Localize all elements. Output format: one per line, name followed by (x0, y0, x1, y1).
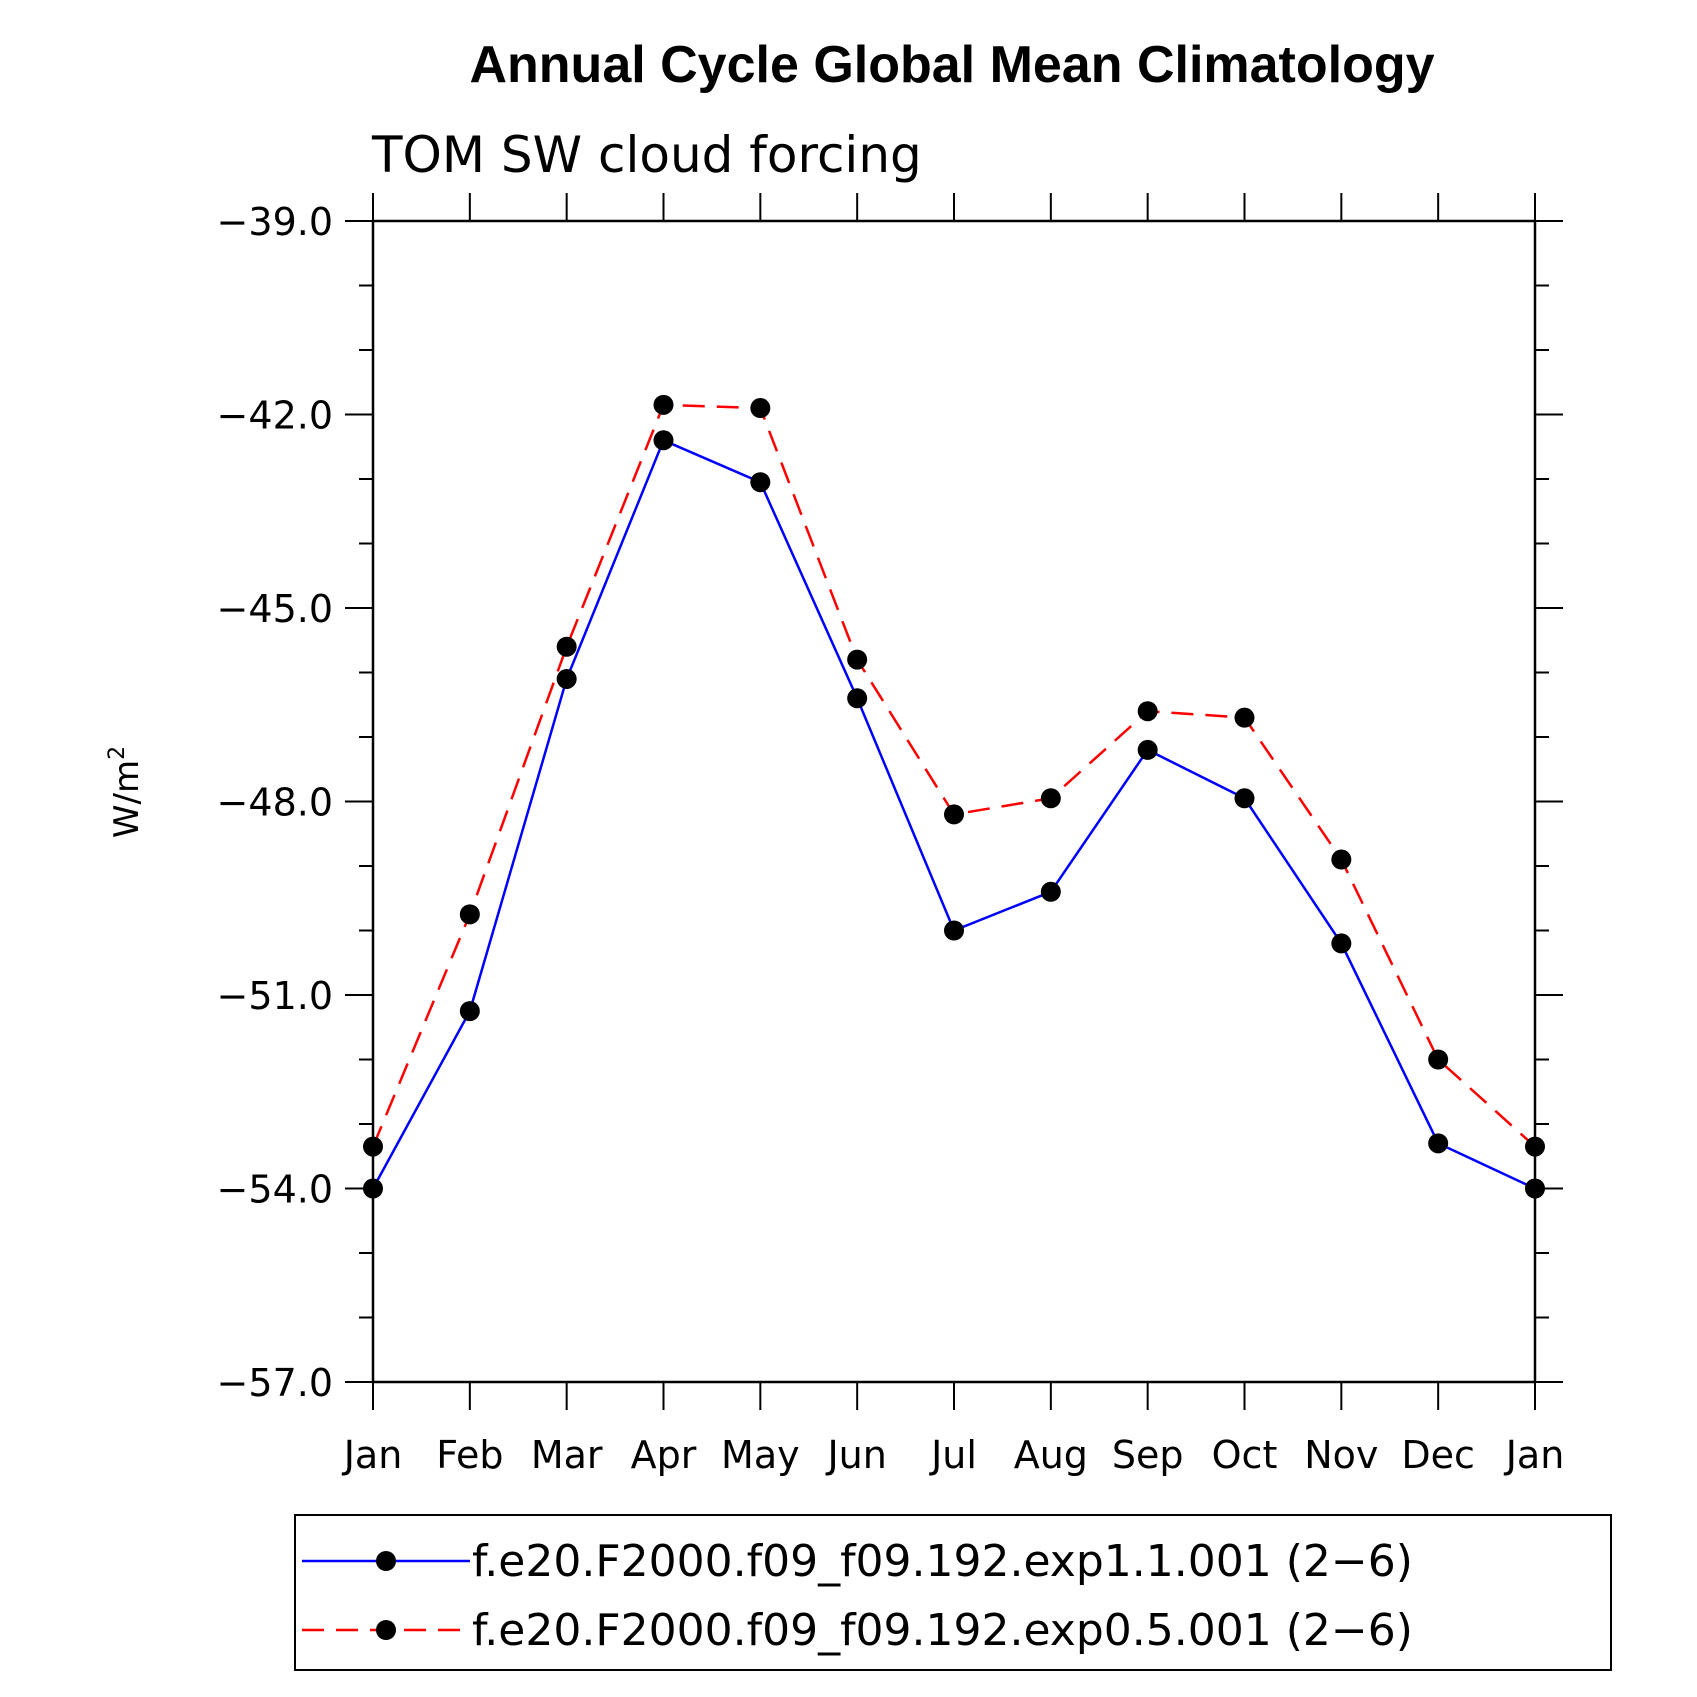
x-tick-label: Oct (1212, 1433, 1278, 1477)
series-2-point (847, 649, 868, 670)
y-tick-label: −39.0 (217, 200, 333, 244)
series-1-point (1137, 739, 1158, 760)
x-tick-label: Jul (929, 1433, 977, 1477)
x-tick-label: Jun (825, 1433, 886, 1477)
series-2-point (1525, 1136, 1545, 1157)
series-1-point (556, 668, 577, 689)
y-tick-label: −51.0 (217, 974, 333, 1018)
series-2-point (1331, 849, 1352, 870)
series-1-point (1234, 788, 1255, 809)
y-axis-label-base: W/m (107, 760, 147, 838)
y-tick-label: −42.0 (217, 394, 333, 438)
series-1-point (1040, 881, 1061, 902)
series-2-point (556, 636, 577, 657)
series-1-point (1331, 933, 1352, 954)
y-axis-label: W/m2 (105, 746, 147, 838)
x-tick-label: Jan (1504, 1433, 1565, 1477)
x-tick-label: Sep (1112, 1433, 1184, 1477)
y-axis-label-superscript: 2 (105, 746, 130, 760)
legend-marker-series-2 (376, 1620, 396, 1640)
y-tick-labels: −39.0 −42.0 −45.0 −48.0 −51.0 −54.0 −57.0 (217, 200, 333, 1405)
series-2-point (363, 1136, 383, 1157)
chart-title: Annual Cycle Global Mean Climatology (469, 36, 1434, 94)
x-tick-label: Aug (1014, 1433, 1088, 1477)
series-2-point (1234, 707, 1255, 728)
x-tick-label: Mar (531, 1433, 603, 1477)
plot-frame (371, 219, 1537, 1384)
series-2-point (653, 394, 674, 415)
series-2-point (944, 804, 964, 825)
y-tick-label: −54.0 (217, 1168, 333, 1212)
series-2-point (459, 904, 480, 925)
x-tick-labels: Jan Feb Mar Apr May Jun Jul Aug Sep Oct Nov Dec Jan (342, 1433, 1565, 1477)
series-line-2 (371, 403, 1536, 1148)
series-1-point (459, 1001, 480, 1022)
legend-box (294, 1514, 1612, 1671)
y-tick-label: −48.0 (217, 781, 333, 825)
series-1-point (1525, 1178, 1545, 1199)
legend: f.e20.F2000.f09_f09.192.exp1.1.001 (2−6)… (294, 1514, 1612, 1671)
x-tick-label: Apr (631, 1433, 697, 1477)
legend-label-series-2: f.e20.F2000.f09_f09.192.exp0.5.001 (2−6) (472, 1605, 1413, 1656)
x-tick-label: Jan (342, 1433, 403, 1477)
x-tick-label: Feb (436, 1433, 503, 1477)
series-1-point (653, 430, 674, 451)
x-tick-label: Dec (1401, 1433, 1475, 1477)
axis-ticks (345, 193, 1563, 1410)
y-tick-label: −57.0 (217, 1361, 333, 1405)
series-2-point (750, 398, 771, 419)
x-tick-label: May (721, 1433, 800, 1477)
legend-marker-series-1 (376, 1551, 396, 1571)
series-2-point (1040, 788, 1061, 809)
series-2-point (1137, 701, 1158, 722)
series-1-point (1428, 1133, 1449, 1154)
legend-label-series-1: f.e20.F2000.f09_f09.192.exp1.1.001 (2−6) (472, 1536, 1413, 1587)
series-1-point (363, 1178, 383, 1199)
series-1-point (750, 472, 771, 493)
x-tick-label: Nov (1304, 1433, 1378, 1477)
svg-text:W/m2: W/m2 (105, 746, 147, 838)
series-2-point (1428, 1049, 1449, 1070)
y-tick-label: −45.0 (217, 587, 333, 631)
series-1-point (944, 920, 964, 941)
series-1-point (847, 688, 868, 709)
series-layer (363, 394, 1545, 1199)
chart-subtitle: TOM SW cloud forcing (371, 126, 922, 184)
